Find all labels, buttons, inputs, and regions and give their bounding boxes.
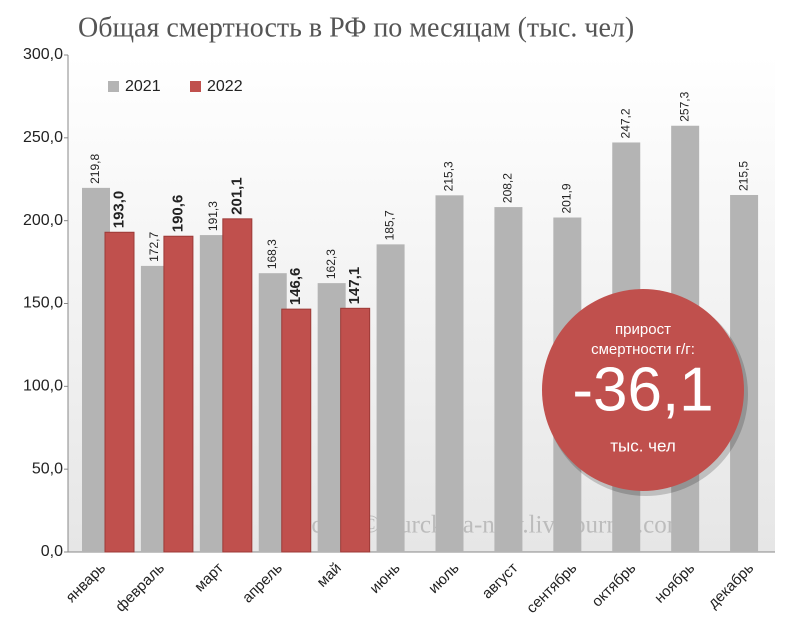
data-label: 146,6 bbox=[287, 268, 304, 306]
y-tick-label: 300,0 bbox=[23, 46, 63, 63]
y-tick-label: 200,0 bbox=[23, 212, 63, 229]
annotation-text: смертности г/г: bbox=[591, 341, 695, 358]
data-label: 257,3 bbox=[677, 91, 691, 121]
legend-swatch bbox=[108, 81, 119, 92]
y-tick-label: 100,0 bbox=[23, 378, 63, 395]
data-label: 247,2 bbox=[618, 108, 632, 138]
x-tick-label: декабрь bbox=[705, 559, 758, 612]
x-tick-label: август bbox=[479, 560, 522, 603]
data-label: 215,5 bbox=[736, 161, 750, 191]
bar bbox=[376, 244, 405, 552]
annotation-unit: тыс. чел bbox=[610, 436, 676, 455]
chart-title: Общая смертность в РФ по месяцам (тыс. ч… bbox=[78, 12, 634, 43]
bar bbox=[435, 195, 464, 552]
data-label: 172,7 bbox=[147, 232, 161, 262]
x-tick-label: март bbox=[191, 560, 227, 596]
bar bbox=[494, 207, 523, 552]
x-tick-label: июль bbox=[425, 559, 463, 597]
y-tick-label: 50,0 bbox=[32, 460, 63, 477]
data-label: 201,9 bbox=[560, 183, 574, 213]
data-label: 162,3 bbox=[324, 249, 338, 279]
annotation-circle bbox=[542, 289, 744, 491]
x-tick-label: сентябрь bbox=[523, 559, 580, 616]
data-label: 208,2 bbox=[501, 173, 515, 203]
x-tick-label: февраль bbox=[112, 559, 168, 615]
legend-label: 2022 bbox=[207, 78, 243, 95]
legend-swatch bbox=[190, 81, 201, 92]
bar bbox=[281, 308, 312, 553]
annotation-text: прирост bbox=[615, 321, 671, 338]
data-label: 168,3 bbox=[265, 239, 279, 269]
data-label: 219,8 bbox=[88, 154, 102, 184]
x-tick-label: апрель bbox=[239, 559, 286, 606]
data-label: 191,3 bbox=[206, 201, 220, 231]
data-label: 193,0 bbox=[110, 191, 127, 229]
bar bbox=[163, 235, 194, 553]
x-tick-label: октябрь bbox=[589, 559, 640, 610]
data-label: 215,3 bbox=[442, 161, 456, 191]
data-label: 201,1 bbox=[228, 177, 245, 215]
data-label: 185,7 bbox=[383, 210, 397, 240]
data-label: 190,6 bbox=[169, 195, 186, 233]
y-tick-label: 150,0 bbox=[23, 295, 63, 312]
x-tick-label: ноябрь bbox=[651, 559, 698, 606]
x-tick-label: май bbox=[314, 560, 345, 591]
bar bbox=[104, 231, 135, 553]
bar bbox=[340, 307, 371, 553]
data-label: 147,1 bbox=[346, 267, 363, 305]
x-tick-label: январь bbox=[63, 559, 110, 606]
legend-label: 2021 bbox=[125, 78, 161, 95]
bar bbox=[222, 218, 253, 553]
x-tick-label: июнь bbox=[366, 559, 403, 596]
y-tick-label: 0,0 bbox=[41, 543, 63, 560]
annotation-value: -36,1 bbox=[572, 355, 713, 424]
y-tick-label: 250,0 bbox=[23, 129, 63, 146]
